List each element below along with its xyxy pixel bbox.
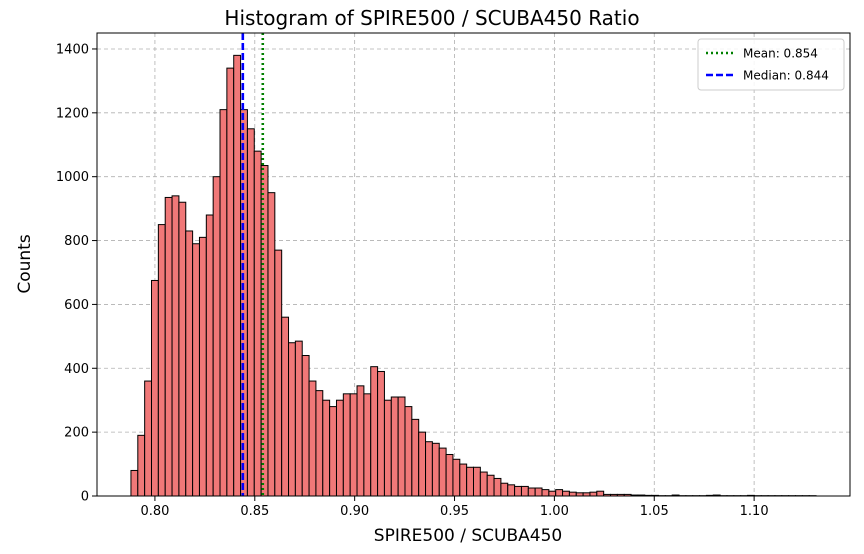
histogram-bar xyxy=(473,466,481,497)
histogram-bar xyxy=(390,396,399,497)
y-axis-ticks: 0 200 400 600 800 1000 1200 1400 xyxy=(56,42,97,505)
histogram-bar xyxy=(541,489,550,497)
histogram-bar xyxy=(267,192,276,497)
histogram-bar xyxy=(377,370,385,497)
histogram-bar xyxy=(548,490,557,497)
histogram-bar xyxy=(281,316,290,497)
histogram-bar xyxy=(308,380,317,497)
histogram-bar xyxy=(459,463,468,497)
y-tick-label: 0 xyxy=(81,490,89,505)
histogram-bar xyxy=(411,418,420,497)
x-tick-label: 0.80 xyxy=(140,504,169,519)
histogram-bar xyxy=(226,67,235,497)
histogram-bar xyxy=(493,477,502,497)
histogram-bar xyxy=(514,485,522,497)
legend-box xyxy=(697,38,845,91)
histogram-bar xyxy=(383,399,392,497)
histogram-bar xyxy=(335,399,344,497)
histogram-bar xyxy=(397,396,406,497)
histogram-bar xyxy=(507,484,516,497)
histogram-bar xyxy=(555,489,564,497)
histogram-bar xyxy=(198,236,207,497)
histogram-bar xyxy=(233,54,242,497)
histogram-bar xyxy=(164,196,173,497)
y-tick-label: 200 xyxy=(64,426,89,441)
histogram-bars xyxy=(130,54,817,497)
histogram-bar xyxy=(144,380,153,497)
histogram-bar xyxy=(137,434,146,497)
y-tick-label: 1200 xyxy=(56,106,89,121)
histogram-bar xyxy=(356,385,365,497)
y-tick-label: 400 xyxy=(64,362,89,377)
x-axis-label: SPIRE500 / SCUBA450 xyxy=(374,526,562,546)
histogram-bar xyxy=(589,491,598,497)
histogram-bar xyxy=(562,490,570,497)
histogram-bar xyxy=(185,230,194,497)
histogram-bar xyxy=(486,474,495,497)
histogram-bar xyxy=(342,393,351,497)
histogram-bar xyxy=(130,469,139,497)
histogram-bar xyxy=(500,482,509,497)
chart-title: Histogram of SPIRE500 / SCUBA450 Ratio xyxy=(224,6,639,30)
histogram-bar xyxy=(288,342,296,497)
histogram-bar xyxy=(322,399,331,497)
histogram-bar xyxy=(301,355,310,497)
histogram-bar xyxy=(466,466,475,497)
histogram-bar xyxy=(260,165,269,497)
histogram-bar xyxy=(404,406,413,497)
histogram-bar xyxy=(219,109,228,497)
x-axis-ticks: 0.80 0.85 0.90 0.95 1.00 1.05 1.10 xyxy=(140,496,769,519)
y-tick-label: 800 xyxy=(64,234,89,249)
histogram-bar xyxy=(315,390,324,497)
plot-frame xyxy=(96,32,851,497)
histogram-bar xyxy=(527,487,536,497)
histogram-bar xyxy=(425,441,433,497)
histogram-bar xyxy=(205,214,214,497)
histogram-bar xyxy=(431,442,440,497)
x-tick-label: 1.00 xyxy=(540,504,569,519)
histogram-bar xyxy=(479,471,488,497)
legend: Mean: 0.854 Median: 0.844 xyxy=(697,38,845,91)
histogram-bar xyxy=(157,224,166,497)
histogram-bar xyxy=(294,340,303,497)
y-tick-label: 600 xyxy=(64,298,89,313)
y-tick-label: 1400 xyxy=(56,42,89,57)
x-tick-label: 1.05 xyxy=(640,504,669,519)
y-axis-label: Counts xyxy=(15,234,35,293)
histogram-bar xyxy=(329,406,337,497)
histogram-bar xyxy=(452,458,461,497)
x-tick-label: 0.85 xyxy=(240,504,269,519)
legend-entry: Median: 0.844 xyxy=(743,69,829,83)
histogram-bar xyxy=(246,128,255,497)
reference-lines xyxy=(241,33,265,496)
histogram-bar xyxy=(178,201,187,497)
y-tick-label: 1000 xyxy=(56,170,89,185)
histogram-bar xyxy=(192,243,200,497)
histogram-bar xyxy=(445,453,454,497)
histogram-bar xyxy=(370,366,379,497)
histogram-bar xyxy=(151,279,159,497)
legend-entry: Mean: 0.854 xyxy=(743,47,818,61)
x-tick-label: 1.10 xyxy=(740,504,769,519)
histogram-bar xyxy=(274,249,283,497)
histogram-bar xyxy=(438,447,447,497)
histogram-bar xyxy=(171,195,180,497)
x-tick-label: 0.90 xyxy=(340,504,369,519)
histogram-bar xyxy=(520,485,529,497)
histogram-bar xyxy=(253,150,262,497)
histogram-bar xyxy=(363,393,372,497)
histogram-bar xyxy=(568,491,577,497)
histogram-bar xyxy=(534,487,543,497)
histogram-bar xyxy=(349,393,358,497)
histogram-bar xyxy=(212,176,221,497)
histogram-bar xyxy=(596,490,605,497)
x-tick-label: 0.95 xyxy=(440,504,469,519)
histogram-bar xyxy=(418,431,427,497)
